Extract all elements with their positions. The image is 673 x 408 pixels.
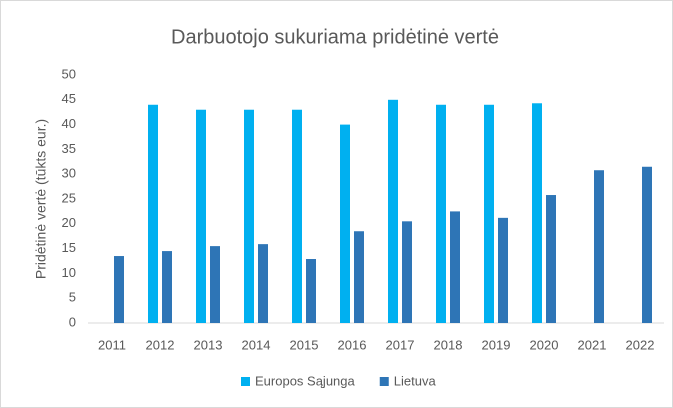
y-tick-label: 10	[62, 265, 76, 280]
bar	[498, 217, 508, 323]
x-tick-label: 2020	[530, 337, 559, 352]
x-tick-label: 2014	[242, 337, 271, 352]
legend-swatch	[241, 377, 250, 386]
bar	[642, 166, 652, 323]
bar	[546, 195, 556, 323]
x-tick-label: 2016	[338, 337, 367, 352]
y-tick-label: 30	[62, 166, 76, 181]
y-tick-label: 20	[62, 215, 76, 230]
x-tick-label: 2022	[626, 337, 655, 352]
y-tick-label: 5	[69, 290, 76, 305]
bar	[210, 246, 220, 323]
bar	[244, 109, 254, 323]
x-tick-label: 2017	[386, 337, 415, 352]
bar	[594, 170, 604, 323]
bar	[388, 99, 398, 323]
y-axis-label: Pridėtinė vertė (tūkts eur.)	[33, 119, 49, 279]
bar	[436, 104, 446, 323]
bar	[114, 256, 124, 323]
bar	[354, 231, 364, 323]
y-tick-label: 35	[62, 141, 76, 156]
y-tick-label: 25	[62, 190, 76, 205]
y-tick-label: 50	[62, 66, 76, 81]
y-tick-label: 15	[62, 240, 76, 255]
legend-swatch	[379, 377, 389, 386]
legend-label: Europos Sąjunga	[255, 373, 356, 388]
x-tick-label: 2011	[98, 337, 126, 352]
bar	[306, 259, 316, 323]
bar	[450, 211, 460, 323]
x-tick-label: 2021	[578, 337, 607, 352]
bar	[148, 104, 158, 323]
x-tick-label: 2015	[290, 337, 319, 352]
bar	[532, 103, 542, 323]
legend-label: Lietuva	[394, 373, 437, 388]
bar	[340, 124, 350, 323]
bar	[162, 251, 172, 323]
bar	[258, 244, 268, 323]
y-tick-label: 0	[69, 314, 76, 329]
x-tick-label: 2019	[482, 337, 511, 352]
bar	[292, 109, 302, 323]
x-tick-label: 2018	[434, 337, 463, 352]
chart-title: Darbuotojo sukuriama pridėtinė vertė	[171, 26, 499, 48]
x-tick-label: 2012	[146, 337, 175, 352]
bar	[196, 109, 206, 323]
bar	[402, 221, 412, 323]
x-tick-label: 2013	[194, 337, 223, 352]
y-tick-label: 45	[62, 91, 76, 106]
bar	[484, 104, 494, 323]
y-tick-label: 40	[62, 116, 76, 131]
